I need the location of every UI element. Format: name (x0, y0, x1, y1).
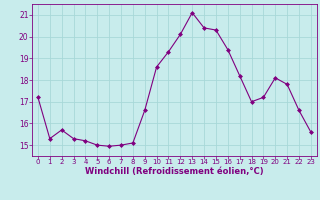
X-axis label: Windchill (Refroidissement éolien,°C): Windchill (Refroidissement éolien,°C) (85, 167, 264, 176)
